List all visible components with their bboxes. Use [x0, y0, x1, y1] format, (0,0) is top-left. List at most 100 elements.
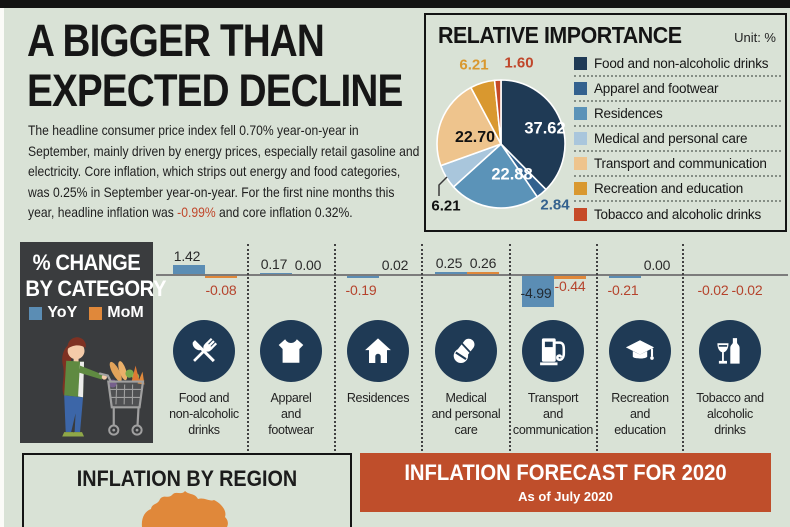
legend-swatch [574, 157, 587, 170]
house-icon [365, 338, 391, 363]
legend-swatch [574, 107, 587, 120]
forecast-title: INFLATION FORECAST FOR 2020 [404, 460, 727, 485]
pie-slice-residences [452, 143, 538, 209]
column-separator-5 [596, 244, 598, 451]
category-panel-title-line1: % CHANGE [32, 250, 141, 275]
recreation-mom-value: 0.00 [643, 257, 671, 273]
change-by-category-panel: % CHANGE BY CATEGORY YoY MoM [20, 242, 167, 443]
legend-row-7: Tobacco and alcoholic drinks [574, 202, 781, 227]
legend-label: Tobacco and alcoholic drinks [594, 207, 761, 222]
bar-chart-axis [156, 274, 788, 276]
column-separator-3 [421, 244, 423, 451]
intro-paragraph: The headline consumer price index fell 0… [28, 121, 424, 224]
pie-slice-food-and-non-alcoholic-drinks [500, 79, 566, 191]
apparel-icon-circle [260, 320, 322, 382]
legend-label: Residences [594, 106, 663, 121]
page-title-line1: A BIGGER THAN [27, 15, 325, 66]
food-mom-bar [205, 276, 237, 278]
legend-label: Apparel and footwear [594, 81, 719, 96]
food-yoy-value: 1.42 [173, 248, 201, 265]
inflation-by-region-panel: INFLATION BY REGION [22, 453, 352, 527]
pie-value-7: 1.60 [504, 54, 534, 72]
region-panel-title: INFLATION BY REGION [76, 466, 298, 491]
food-caption: Food and non-alcoholic drinks [169, 391, 239, 437]
legend-item-yoy: YoY [29, 304, 77, 322]
legend-row-5: Transport and communication [574, 152, 781, 177]
graduation-cap-icon [625, 340, 655, 360]
page-title-line2: EXPECTED DECLINE [27, 65, 403, 116]
medical-icon-circle [435, 320, 497, 382]
apparel-yoy-bar [260, 272, 292, 274]
page-title: A BIGGER THAN EXPECTED DECLINE [27, 15, 403, 116]
intro-text: The headline consumer price index fell 0… [28, 123, 420, 220]
transport-mom-bar [554, 276, 586, 279]
pills-icon [453, 338, 475, 363]
pie-panel-title: RELATIVE IMPORTANCE [438, 22, 682, 48]
residences-yoy-bar [347, 276, 379, 278]
pie-legend: Food and non-alcoholic drinks Apparel and… [574, 52, 781, 227]
region-map-illustration [141, 491, 228, 527]
recreation-yoy-value: -0.21 [607, 282, 639, 298]
tobacco-caption: Tobacco and alcoholic drinks [696, 391, 764, 437]
pie-chart [436, 79, 566, 209]
pie-value-2: 2.84 [540, 196, 570, 214]
pie-unit-label: Unit: % [734, 30, 776, 45]
residences-mom-value: 0.02 [381, 257, 409, 273]
legend-label: Transport and communication [594, 156, 767, 171]
legend-swatch [574, 182, 587, 195]
legend-label: Recreation and education [594, 181, 744, 196]
mom-swatch [89, 306, 103, 320]
category-panel-title-line2: BY CATEGORY [25, 276, 167, 301]
legend-label: Medical and personal care [594, 131, 748, 146]
yoy-swatch [29, 306, 43, 320]
legend-label: Food and non-alcoholic drinks [594, 56, 769, 71]
legend-swatch [574, 208, 587, 221]
column-separator-1 [247, 244, 249, 451]
column-separator-6 [682, 244, 684, 451]
mom-label: MoM [107, 304, 144, 321]
tobacco-yoy-value: -0.02 [697, 282, 729, 298]
food-yoy-bar [173, 265, 205, 274]
column-separator-2 [334, 244, 336, 451]
inflation-forecast-panel: INFLATION FORECAST FOR 2020 As of July 2… [360, 453, 771, 512]
pie-value-6: 6.21 [459, 56, 489, 74]
medical-yoy-value: 0.25 [435, 255, 463, 272]
apparel-mom-value: 0.00 [294, 257, 322, 273]
pie-value-3: 22.88 [491, 165, 533, 184]
legend-row-2: Apparel and footwear [574, 77, 781, 102]
legend-row-4: Medical and personal care [574, 127, 781, 152]
pie-value-1: 37.62 [524, 119, 566, 138]
fuel-pump-icon [540, 338, 566, 366]
page-left-edge [0, 8, 4, 527]
medical-yoy-bar [435, 272, 467, 274]
transport-yoy-bar [522, 276, 554, 308]
residences-caption: Residences [346, 391, 410, 405]
pie-value-5: 22.70 [454, 129, 496, 146]
pie-slice-tobacco-and-alcoholic-drinks [493, 79, 502, 145]
residences-yoy-value: -0.19 [345, 282, 377, 298]
top-black-bar [0, 0, 790, 8]
food-icon-circle [173, 320, 235, 382]
legend-swatch [574, 132, 587, 145]
legend-row-1: Food and non-alcoholic drinks [574, 52, 781, 77]
wine-bottle-icon [717, 338, 740, 364]
transport-yoy-value: -4.99 [520, 285, 552, 301]
tobacco-mom-value: -0.02 [731, 282, 763, 298]
legend-item-mom: MoM [89, 304, 144, 322]
medical-mom-value: 0.26 [469, 255, 497, 272]
yoy-label: YoY [47, 304, 78, 321]
food-icon [192, 337, 218, 363]
tobacco-icon-circle [699, 320, 761, 382]
legend-swatch [574, 82, 587, 95]
recreation-yoy-bar [609, 276, 641, 278]
bar-legend: YoY MoM [20, 304, 153, 322]
apparel-caption: Apparel and footwear [268, 391, 314, 437]
legend-swatch [574, 57, 587, 70]
forecast-subtitle: As of July 2020 [518, 489, 613, 504]
medical-mom-bar [467, 272, 499, 274]
food-mom-value: -0.08 [205, 282, 237, 298]
pie-leader-line [438, 176, 448, 196]
pie-slice-transport-and-communication [436, 86, 502, 167]
recreation-icon-circle [609, 320, 671, 382]
